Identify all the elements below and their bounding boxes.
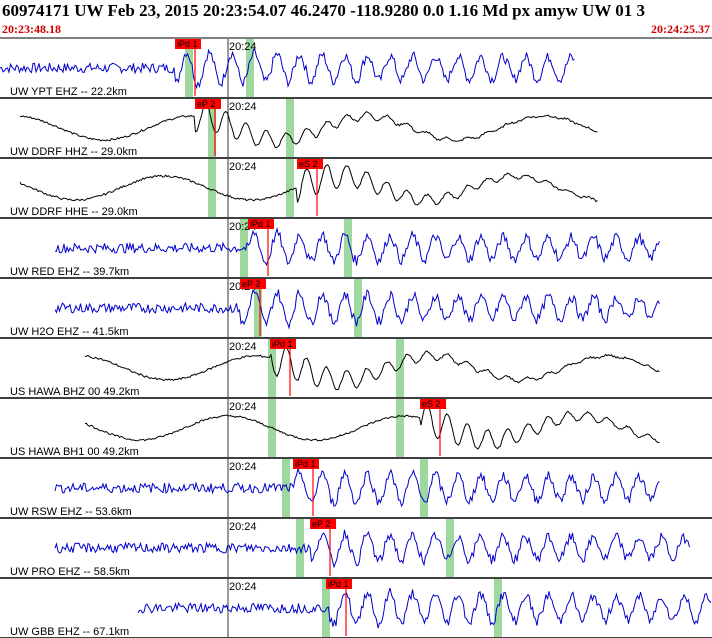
pick-label: iPd 1: [328, 579, 349, 589]
station-label: UW RSW EHZ -- 53.6km: [10, 506, 132, 518]
phase-window: [420, 459, 428, 517]
minute-label: 20:24: [229, 521, 257, 533]
phase-window: [282, 459, 290, 517]
minute-label: 20:24: [229, 401, 257, 413]
pick-label: eS 2: [299, 159, 318, 169]
pick-flag[interactable]: [175, 39, 201, 49]
waveform: [84, 402, 660, 450]
trace-row[interactable]: 20:24 iPd 1 UW YPT EHZ -- 22.2km: [0, 37, 712, 99]
station-label: UW PRO EHZ -- 58.5km: [10, 566, 130, 578]
trace-row[interactable]: 20:24 iPd 1 UW RSW EHZ -- 53.6km: [0, 457, 712, 519]
pick-flag[interactable]: [270, 339, 296, 349]
trace-row[interactable]: 20:24 eP 2 UW DDRF HHZ -- 29.0km: [0, 97, 712, 159]
trace-row[interactable]: 20:24 eS 2 UW DDRF HHE -- 29.0km: [0, 157, 712, 219]
minute-label: 20:24: [229, 461, 257, 473]
pick-label: eP 2: [312, 519, 330, 529]
phase-window: [322, 579, 330, 637]
phase-window: [344, 219, 352, 277]
pick-label: eP 2: [197, 99, 215, 109]
phase-window: [446, 519, 454, 577]
minute-label: 20:24: [229, 41, 257, 53]
waveform: [19, 164, 598, 206]
waveform: [54, 288, 660, 330]
window-start-time: 20:23:48.18: [2, 22, 61, 36]
pick-flag[interactable]: [326, 579, 352, 589]
pick-label: iPd 1: [272, 339, 293, 349]
waveform: [54, 466, 660, 508]
waveform: [54, 529, 690, 569]
minute-label: 20:24: [229, 161, 257, 173]
phase-window: [286, 159, 294, 217]
pick-flag[interactable]: [293, 459, 319, 469]
window-end-time: 20:24:25.37: [651, 22, 710, 36]
event-header: 60974171 UW Feb 23, 2015 20:23:54.07 46.…: [0, 0, 712, 38]
pick-label: eP 2: [242, 279, 260, 289]
trace-row[interactable]: 20:24 iPd 1 UW GBB EHZ -- 67.1km: [0, 577, 712, 638]
pick-label: eS 2: [422, 399, 441, 409]
phase-window: [396, 399, 404, 457]
pick-flag[interactable]: [297, 159, 323, 169]
phase-window: [208, 99, 216, 157]
phase-window: [254, 279, 262, 337]
phase-window: [246, 39, 254, 97]
station-label: US HAWA BHZ 00 49.2km: [10, 386, 139, 398]
minute-label: 20:24: [229, 581, 257, 593]
event-title: 60974171 UW Feb 23, 2015 20:23:54.07 46.…: [2, 1, 646, 20]
station-label: UW RED EHZ -- 39.7km: [10, 266, 129, 278]
station-label: UW DDRF HHE -- 29.0km: [10, 206, 138, 218]
pick-label: iPd 1: [295, 459, 316, 469]
station-label: UW YPT EHZ -- 22.2km: [10, 86, 127, 98]
waveform: [84, 347, 660, 391]
station-label: UW DDRF HHZ -- 29.0km: [10, 146, 137, 158]
pick-label: iPd 1: [177, 39, 198, 49]
phase-window: [286, 99, 294, 157]
pick-flag[interactable]: [310, 519, 336, 529]
phase-window: [208, 159, 216, 217]
trace-row[interactable]: 20:24 iPd 1 US HAWA BHZ 00 49.2km: [0, 337, 712, 399]
pick-flag[interactable]: [240, 279, 266, 289]
phase-window: [354, 279, 362, 337]
station-label: UW H2O EHZ -- 41.5km: [10, 326, 129, 338]
minute-label: 20:24: [229, 341, 257, 353]
pick-flag[interactable]: [248, 219, 274, 229]
phase-window: [185, 39, 193, 97]
pick-flag[interactable]: [195, 99, 221, 109]
phase-window: [268, 339, 276, 397]
pick-flag[interactable]: [420, 399, 446, 409]
waveform: [19, 102, 598, 149]
station-label: US HAWA BH1 00 49.2km: [10, 446, 139, 458]
phase-window: [268, 399, 276, 457]
station-label: UW GBB EHZ -- 67.1km: [10, 626, 129, 638]
waveform: [54, 226, 660, 267]
minute-label: 20:24: [229, 101, 257, 113]
waveform: [137, 587, 712, 629]
waveform: [0, 48, 575, 90]
trace-row[interactable]: 20:24 eP 2 UW PRO EHZ -- 58.5km: [0, 517, 712, 579]
phase-window: [494, 579, 502, 637]
pick-label: iPd 1: [250, 219, 271, 229]
trace-row[interactable]: 20:24 eS 2 US HAWA BH1 00 49.2km: [0, 397, 712, 459]
